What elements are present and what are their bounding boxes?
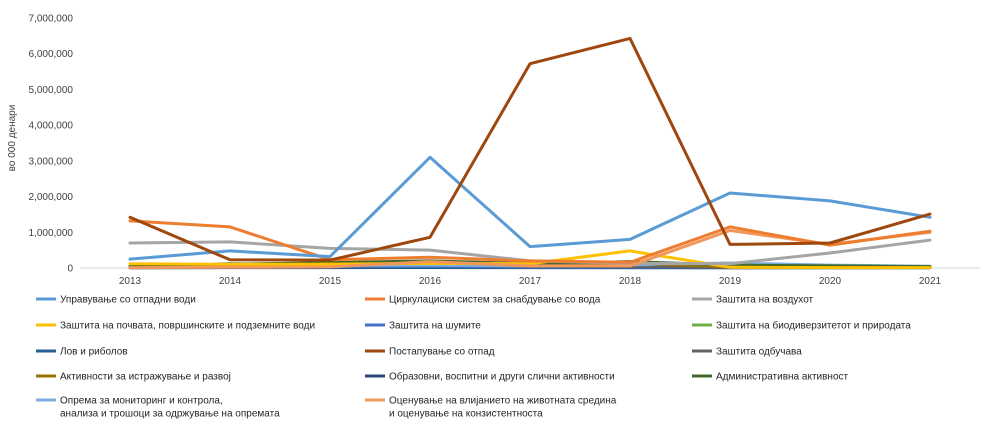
legend-label: Заштита одбучава	[716, 346, 802, 358]
x-tick-label: 2017	[519, 276, 542, 287]
y-axis-ticks: 0 1,000,000 2,000,000 3,000,000 4,000,000 5,0…	[29, 14, 74, 275]
series-line	[128, 249, 932, 270]
x-tick-label: 2014	[219, 276, 242, 287]
y-tick-label: 4,000,000	[29, 121, 74, 132]
series-line	[128, 36, 932, 262]
legend-label: Активности за истражување и развој	[60, 372, 231, 383]
y-tick-label: 5,000,000	[29, 85, 74, 96]
x-tick-label: 2021	[919, 276, 942, 287]
legend: Управување со отпадни води Циркулациски с…	[36, 294, 911, 420]
legend-label: Административна активност	[716, 372, 849, 383]
x-tick-label: 2019	[719, 276, 742, 287]
legend-label: Опрема за мониторинг и контрола,	[60, 396, 223, 407]
y-tick-label: 1,000,000	[29, 228, 74, 239]
legend-label: анализа и трошоци за одржување на опрема…	[60, 409, 280, 420]
x-tick-label: 2018	[619, 276, 642, 287]
series-line	[128, 219, 932, 264]
legend-label: Лов и риболов	[60, 346, 128, 358]
series-line	[128, 155, 932, 261]
legend-label: Постапување со отпад	[389, 347, 495, 358]
legend-label: Заштита на биодиверзитетот и природата	[716, 320, 911, 332]
legend-label: Оценување на влијанието на животната сре…	[389, 396, 617, 407]
legend-label: Образовни, воспитни и други слични актив…	[389, 371, 615, 383]
plot-area	[128, 36, 932, 270]
y-tick-label: 3,000,000	[29, 156, 74, 167]
x-axis-ticks: 2013 2014 2015 2016 2017 2018 2019 2020 2021	[119, 276, 942, 287]
x-tick-label: 2020	[819, 276, 842, 287]
y-tick-label: 6,000,000	[29, 49, 74, 60]
y-tick-label: 7,000,000	[29, 14, 74, 25]
legend-label: Управување со отпадни води	[60, 295, 196, 306]
y-axis-label: во 000 денари	[7, 105, 18, 172]
x-tick-label: 2015	[319, 276, 342, 287]
y-tick-label: 0	[67, 264, 73, 275]
y-tick-label: 2,000,000	[29, 192, 74, 203]
x-tick-label: 2013	[119, 276, 142, 287]
x-tick-label: 2016	[419, 276, 442, 287]
y-axis-title: во 000 денари	[7, 105, 18, 172]
legend-label: Заштита на почвата, површинските и подзе…	[60, 321, 315, 332]
legend-label: Циркулациски систем за снабдување со вод…	[389, 294, 601, 306]
legend-label: и оценување на конзистентноста	[389, 409, 543, 420]
legend-label: Заштита на шумите	[389, 321, 481, 332]
legend-label: Заштита на воздухот	[716, 295, 814, 306]
